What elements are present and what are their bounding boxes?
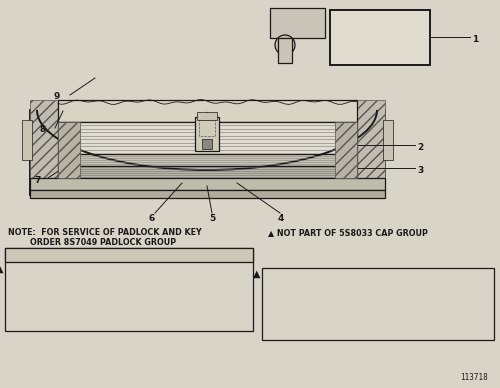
- Text: GASKET··························: GASKET··························: [72, 306, 208, 312]
- Text: 1: 1: [480, 270, 484, 279]
- Text: 1: 1: [472, 35, 478, 44]
- Bar: [383, 120, 393, 160]
- Text: 6: 6: [149, 214, 155, 223]
- Text: QTY: QTY: [234, 252, 250, 258]
- Text: SEAL·······························: SEAL·······························: [325, 295, 474, 301]
- Text: COTTER PIN························: COTTER PIN························: [325, 283, 470, 289]
- Text: DESCRIPTION: DESCRIPTION: [124, 252, 176, 258]
- Text: 9: 9: [54, 92, 60, 101]
- Text: PADLOCK·····························: PADLOCK·····························: [72, 266, 225, 272]
- Text: 2: 2: [240, 278, 244, 287]
- Text: 1: 1: [240, 291, 244, 300]
- Bar: [195, 117, 219, 151]
- Text: 3: 3: [14, 305, 18, 314]
- Text: 1: 1: [240, 264, 244, 273]
- Text: 1: 1: [480, 305, 484, 315]
- Bar: [5, 248, 253, 262]
- Bar: [58, 166, 357, 178]
- Circle shape: [275, 35, 295, 55]
- Text: 2: 2: [417, 143, 423, 152]
- Text: 5S7998: 5S7998: [287, 331, 313, 337]
- Bar: [357, 100, 385, 185]
- Text: 6: 6: [268, 293, 272, 303]
- Text: CAP·································: CAP·································: [325, 307, 478, 313]
- Bar: [278, 38, 292, 63]
- Text: ▲: ▲: [254, 269, 261, 279]
- Text: 7: 7: [268, 305, 272, 315]
- Text: ORDER 8S7049 PADLOCK GROUP: ORDER 8S7049 PADLOCK GROUP: [8, 238, 176, 247]
- Text: 8: 8: [40, 125, 46, 134]
- Text: 8: 8: [268, 317, 272, 326]
- Text: PART
NUMBER: PART NUMBER: [32, 249, 64, 260]
- Text: 5S7657: 5S7657: [35, 293, 61, 299]
- Text: FILTER··························: FILTER··························: [72, 293, 208, 299]
- Text: 2: 2: [480, 282, 484, 291]
- Bar: [335, 122, 357, 178]
- Text: 3B4505: 3B4505: [287, 283, 313, 289]
- Text: 4: 4: [278, 214, 284, 223]
- Text: COVER·······························: COVER·······························: [325, 331, 478, 337]
- Text: 113718: 113718: [460, 373, 488, 382]
- Text: 2: 2: [14, 291, 18, 300]
- Text: KEY···········(Not Shown)········: KEY···········(Not Shown)········: [72, 279, 212, 286]
- Text: 4J1105: 4J1105: [35, 320, 61, 326]
- Text: REF
NO.: REF NO.: [10, 249, 22, 260]
- Text: 7: 7: [35, 176, 41, 185]
- Bar: [58, 122, 80, 178]
- Text: 8M439: 8M439: [38, 279, 58, 285]
- Text: PIN·································: PIN·································: [325, 271, 478, 277]
- Text: 2: 2: [240, 318, 244, 327]
- Bar: [330, 10, 430, 65]
- Bar: [262, 268, 494, 340]
- Bar: [30, 100, 58, 185]
- Text: 1: 1: [480, 317, 484, 326]
- Bar: [22, 120, 32, 160]
- Text: ▲: ▲: [0, 264, 4, 274]
- Bar: [199, 120, 215, 136]
- Text: LID·································: LID·································: [325, 319, 478, 325]
- Text: 3: 3: [417, 166, 423, 175]
- Bar: [30, 178, 385, 190]
- Bar: [58, 122, 357, 154]
- Text: 1: 1: [240, 305, 244, 314]
- Text: 4: 4: [14, 318, 18, 327]
- Text: 1: 1: [480, 329, 484, 338]
- Bar: [5, 248, 253, 331]
- Text: 5S7651: 5S7651: [287, 271, 313, 277]
- Bar: [58, 100, 357, 122]
- Text: 5: 5: [209, 214, 215, 223]
- Text: 5: 5: [268, 275, 272, 284]
- Text: NOTE:  FOR SERVICE OF PADLOCK AND KEY: NOTE: FOR SERVICE OF PADLOCK AND KEY: [8, 228, 202, 237]
- Bar: [58, 154, 357, 166]
- Bar: [270, 8, 325, 38]
- Text: 5S7546: 5S7546: [287, 319, 313, 325]
- Text: 5S8606: 5S8606: [287, 307, 313, 313]
- Text: SHIM······························: SHIM······························: [72, 320, 217, 326]
- Text: 1: 1: [14, 271, 18, 280]
- Bar: [30, 190, 385, 198]
- Text: ▲ NOT PART OF 5S8033 CAP GROUP: ▲ NOT PART OF 5S8033 CAP GROUP: [268, 228, 428, 237]
- Text: 2A1763: 2A1763: [35, 306, 61, 312]
- Text: 1: 1: [480, 293, 484, 303]
- Text: 9: 9: [268, 329, 272, 338]
- Bar: [202, 139, 212, 149]
- Bar: [197, 112, 217, 120]
- Text: Not Serv: Not Serv: [31, 266, 65, 272]
- Text: 5F9144: 5F9144: [287, 295, 313, 301]
